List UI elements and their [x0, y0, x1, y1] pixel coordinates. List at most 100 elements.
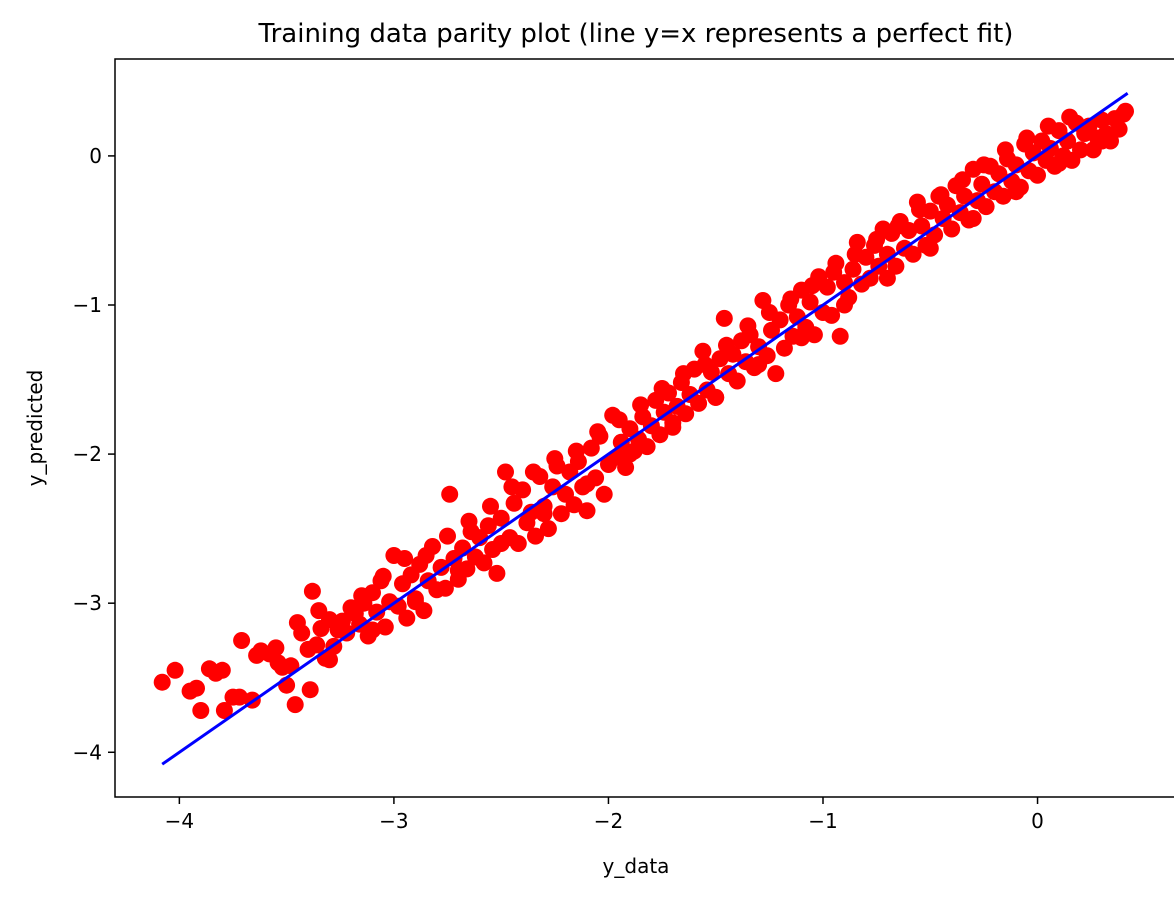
points-layer: [153, 102, 1134, 719]
data-point: [488, 564, 506, 582]
data-point: [398, 609, 416, 627]
data-point: [582, 439, 600, 457]
data-point: [376, 618, 394, 636]
reference-line-layer: [161, 92, 1129, 766]
data-point: [913, 217, 931, 235]
data-point: [188, 679, 205, 697]
data-point: [889, 217, 907, 235]
data-point: [321, 651, 338, 669]
data-point: [293, 624, 311, 642]
data-point: [904, 245, 922, 263]
data-point: [475, 554, 493, 572]
data-point: [436, 579, 454, 597]
data-point: [825, 263, 843, 281]
data-point: [711, 350, 729, 368]
data-point: [552, 505, 570, 523]
data-point: [718, 336, 735, 354]
data-point: [621, 445, 639, 463]
data-point: [887, 257, 905, 275]
data-point: [301, 681, 319, 699]
data-point: [503, 478, 521, 496]
data-point: [153, 673, 171, 691]
data-point: [996, 141, 1014, 159]
data-point: [286, 696, 304, 714]
data-point: [805, 326, 823, 344]
data-point: [441, 485, 459, 503]
data-point: [308, 636, 326, 654]
data-point: [921, 239, 939, 257]
reference-line: [161, 92, 1129, 766]
data-point: [664, 418, 682, 436]
x-axis-label: y_data: [603, 854, 670, 878]
data-point: [364, 621, 381, 639]
data-point: [632, 396, 650, 414]
data-point: [696, 356, 714, 374]
y-tick-label: −4: [73, 740, 102, 764]
plot-frame: [114, 58, 1174, 798]
data-point: [492, 509, 510, 527]
data-point: [353, 587, 371, 605]
data-point: [694, 342, 712, 360]
x-tick-label: −3: [379, 809, 408, 833]
data-point: [846, 245, 864, 263]
data-point: [505, 494, 523, 512]
data-point: [1018, 129, 1036, 147]
data-point: [310, 602, 328, 620]
data-point: [868, 230, 886, 248]
data-point: [303, 582, 321, 600]
data-point: [589, 423, 607, 441]
data-point: [878, 269, 896, 287]
data-point: [539, 520, 557, 538]
data-point: [977, 198, 995, 216]
data-point: [578, 502, 596, 520]
data-point: [782, 290, 800, 308]
data-point: [230, 688, 248, 706]
data-point: [1110, 120, 1128, 138]
data-point: [406, 593, 424, 611]
x-tick-label: −1: [808, 809, 837, 833]
data-point: [715, 309, 733, 327]
data-point: [793, 329, 810, 347]
data-point: [964, 210, 982, 227]
data-point: [417, 547, 435, 564]
data-point: [396, 550, 414, 567]
y-axis-ticks: −4 −3 −2 −1 0: [73, 144, 115, 764]
data-point: [192, 702, 210, 719]
data-point: [836, 296, 853, 314]
data-point: [760, 304, 778, 321]
data-point: [651, 426, 669, 444]
data-point: [1029, 166, 1046, 184]
x-tick-label: 0: [1031, 809, 1044, 833]
data-point: [482, 497, 499, 515]
data-point: [775, 339, 793, 357]
data-point: [546, 450, 564, 468]
y-axis-label: y_predicted: [23, 370, 47, 487]
data-point: [844, 260, 862, 278]
y-tick-label: −3: [73, 591, 102, 615]
data-point: [1050, 154, 1068, 172]
data-point: [943, 220, 961, 238]
data-point: [932, 186, 950, 204]
x-tick-label: −4: [165, 809, 194, 833]
data-point: [578, 475, 596, 493]
y-tick-label: −2: [73, 442, 102, 466]
data-point: [728, 372, 746, 390]
data-point: [739, 317, 757, 335]
data-point: [1117, 102, 1134, 120]
data-point: [818, 278, 836, 296]
data-point: [803, 277, 821, 295]
data-point: [690, 394, 708, 412]
data-point: [954, 171, 971, 189]
data-point: [449, 561, 467, 579]
data-point: [460, 512, 478, 530]
data-point: [535, 505, 553, 523]
data-point: [527, 527, 544, 545]
data-point: [973, 175, 991, 193]
data-point: [1007, 183, 1025, 201]
y-tick-label: 0: [89, 144, 102, 168]
data-point: [1039, 117, 1057, 135]
data-point: [675, 365, 692, 383]
data-point: [479, 517, 497, 535]
data-point: [707, 388, 725, 406]
data-point: [823, 306, 841, 324]
